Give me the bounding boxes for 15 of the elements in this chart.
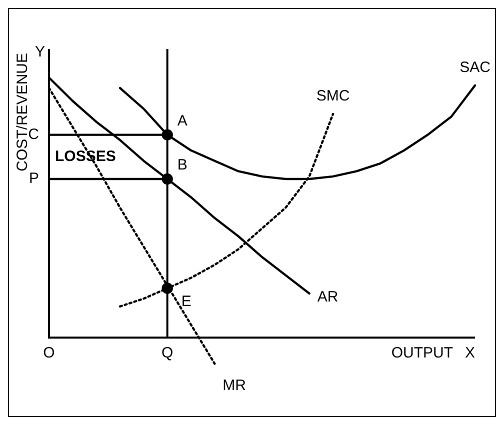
- series-label: SAC: [460, 59, 491, 76]
- series-label: MR: [222, 376, 246, 394]
- annotation: B: [177, 156, 188, 174]
- text: Y: [34, 44, 45, 61]
- annotation: P: [28, 170, 39, 188]
- annotation: E: [181, 292, 192, 310]
- annotation: C: [28, 126, 40, 143]
- x-tick-label: O: [43, 344, 55, 362]
- series-label: AR: [317, 288, 338, 306]
- annotation: LOSSES: [55, 148, 116, 166]
- annotation: A: [177, 112, 188, 130]
- x-axis-title: OUTPUT: [391, 344, 453, 362]
- annotation: X: [464, 344, 475, 362]
- series-label: SMC: [316, 88, 350, 105]
- x-tick-label: Q: [161, 344, 174, 362]
